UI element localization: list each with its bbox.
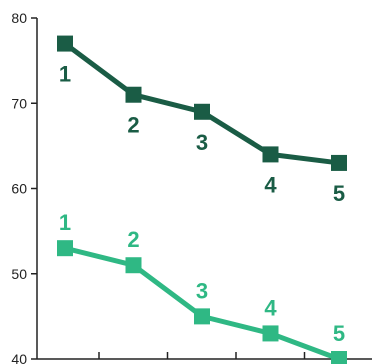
data-label: 2: [127, 227, 139, 252]
data-label: 3: [196, 130, 208, 155]
data-label: 2: [127, 113, 139, 138]
series-line: [64, 245, 340, 362]
data-point-marker: [125, 257, 142, 274]
data-point-marker: [194, 103, 210, 120]
data-point-marker: [194, 308, 210, 325]
y-tick-label: 50: [11, 266, 27, 282]
y-tick-label: 80: [11, 10, 27, 26]
y-tick-label: 70: [11, 95, 27, 111]
data-label: 5: [333, 181, 345, 206]
data-label: 3: [196, 278, 208, 303]
y-tick-label: 60: [11, 181, 27, 197]
data-label: 4: [264, 172, 277, 197]
data-label: 4: [264, 295, 277, 320]
y-tick-label: 40: [11, 351, 27, 364]
data-point-marker: [331, 154, 347, 171]
data-point-marker: [125, 86, 142, 103]
data-label: 1: [59, 62, 71, 87]
series-1: 1 2 3 4 5: [57, 35, 347, 206]
data-label: 1: [59, 210, 71, 235]
data-point-marker: [331, 351, 347, 364]
data-point-marker: [262, 146, 279, 163]
series-2: 1 2 3 4 5: [57, 210, 347, 364]
data-point-marker: [57, 240, 73, 257]
data-point-marker: [57, 35, 73, 52]
data-label: 5: [333, 321, 345, 346]
chart-series: 1 2 3 4 5 1 2 3 4 5: [57, 35, 347, 364]
data-point-marker: [262, 325, 279, 342]
chart-axes: 40 50 60 70 80: [11, 10, 372, 364]
